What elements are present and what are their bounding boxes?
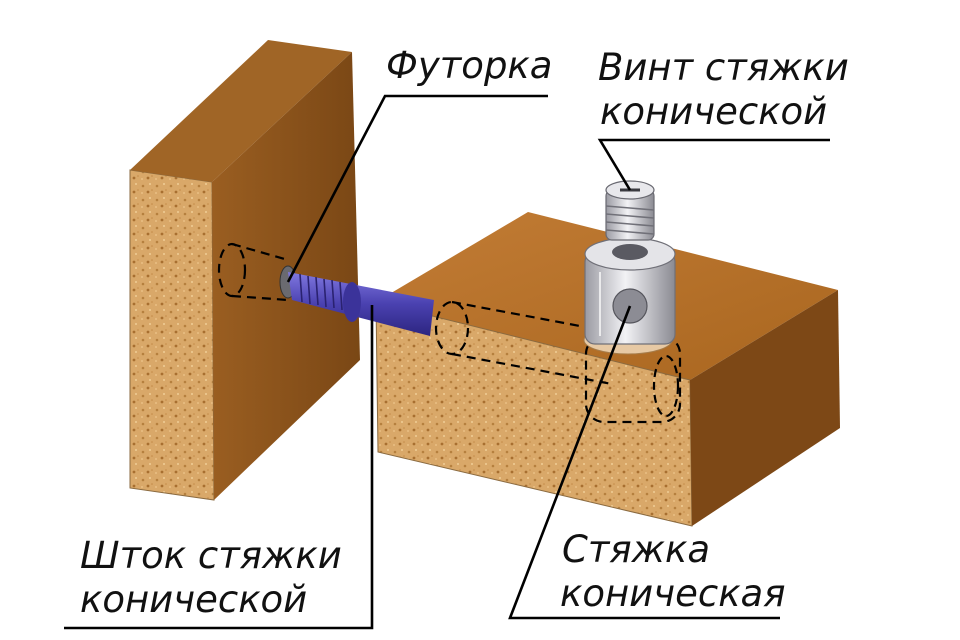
leader-lines — [64, 94, 830, 630]
threaded-rod — [288, 272, 434, 336]
vertical-board — [129, 40, 360, 501]
cam-cavity-end — [652, 354, 680, 418]
leader-screw — [597, 138, 830, 191]
vertical-board-top — [130, 40, 352, 182]
set-screw-thread-icon — [605, 205, 655, 235]
cam-barrel — [584, 237, 676, 345]
futorka-hole-top-edge — [231, 242, 289, 262]
rod-collar — [343, 282, 361, 322]
rod-thread-icon — [299, 273, 343, 311]
label-tie-line2: коническая — [560, 572, 785, 615]
label-rod-line1: Шток стяжки — [80, 534, 342, 577]
set-screw — [605, 180, 655, 241]
label-screw-line2: конической — [600, 90, 827, 133]
cam-barrel-bore — [612, 244, 648, 260]
cam-cavity — [584, 334, 682, 424]
vertical-board-side — [129, 169, 215, 501]
leader-tie — [508, 305, 780, 620]
label-screw-line1: Винт стяжки — [598, 46, 849, 89]
label-tie-line1: Стяжка — [562, 528, 710, 571]
horizontal-board-right — [690, 290, 840, 526]
label-rod-line2: конической — [80, 578, 307, 621]
futorka-hole-bottom-edge — [231, 294, 289, 302]
label-futorka: Футорка — [386, 44, 552, 87]
leader-futorka — [286, 94, 548, 283]
leader-rod — [64, 305, 374, 630]
